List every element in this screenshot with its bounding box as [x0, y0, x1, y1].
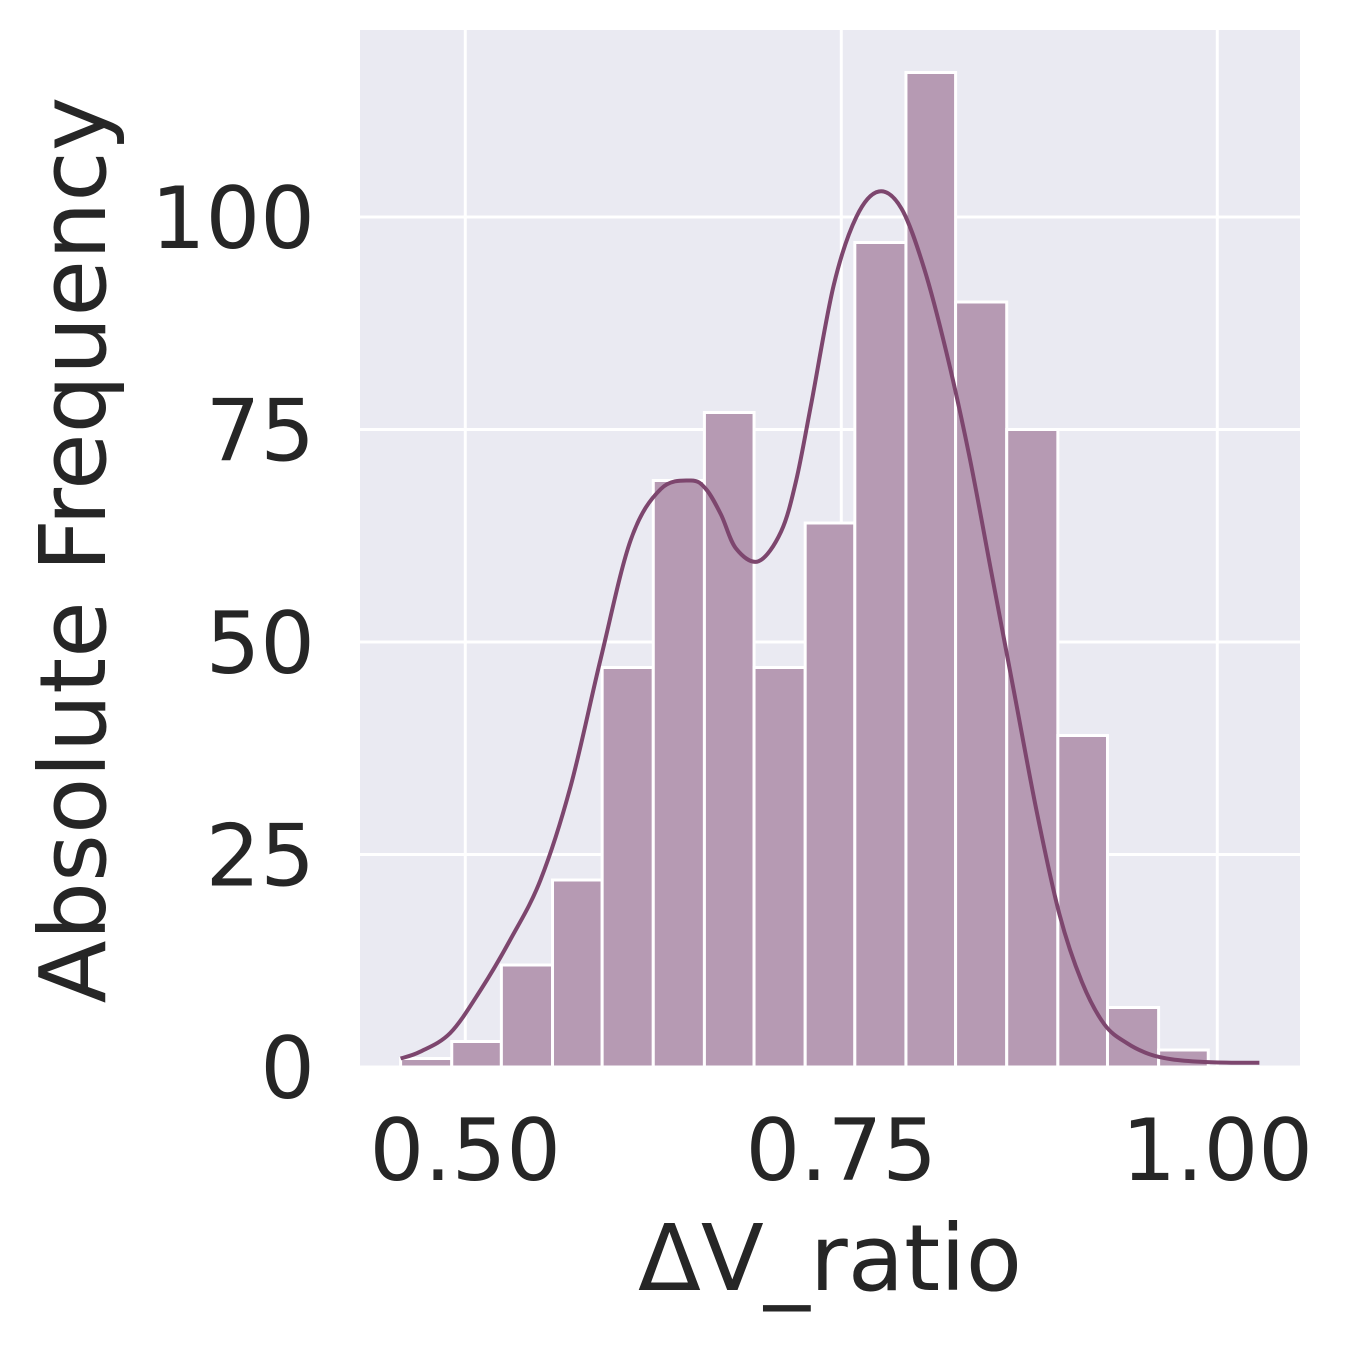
histogram-bar [600, 666, 655, 1069]
x-axis-label: ΔV_ratio [638, 1205, 1022, 1312]
histogram-bar [803, 521, 857, 1069]
histogram-bar [499, 963, 555, 1069]
histogram-bar [954, 300, 1009, 1069]
x-tick-label: 0.75 [746, 1101, 937, 1201]
y-tick-label: 50 [206, 594, 315, 694]
histogram-bar [904, 71, 958, 1069]
histogram-bar [551, 878, 604, 1069]
histogram-bar [651, 479, 706, 1069]
x-tick-label: 0.50 [370, 1101, 561, 1201]
y-axis-label: Absolute Frequency [20, 97, 127, 1004]
histogram-bar [853, 241, 908, 1069]
histogram-bar [1005, 428, 1060, 1069]
y-tick-label: 25 [206, 807, 315, 907]
x-tick-label: 1.00 [1122, 1101, 1313, 1201]
histogram-bar [702, 411, 756, 1069]
y-tick-labels: 0 25 50 75 100 [151, 169, 315, 1119]
histogram-bar [752, 666, 807, 1069]
histogram-bar [399, 1057, 454, 1069]
y-tick-label: 0 [260, 1019, 315, 1119]
y-tick-label: 100 [151, 169, 315, 269]
y-tick-label: 75 [206, 382, 315, 482]
histogram-bar [1056, 734, 1109, 1069]
histogram-bar [450, 1040, 503, 1069]
kde-curve [399, 189, 1260, 1065]
x-tick-labels: 0.50 0.75 1.00 [370, 1101, 1313, 1201]
